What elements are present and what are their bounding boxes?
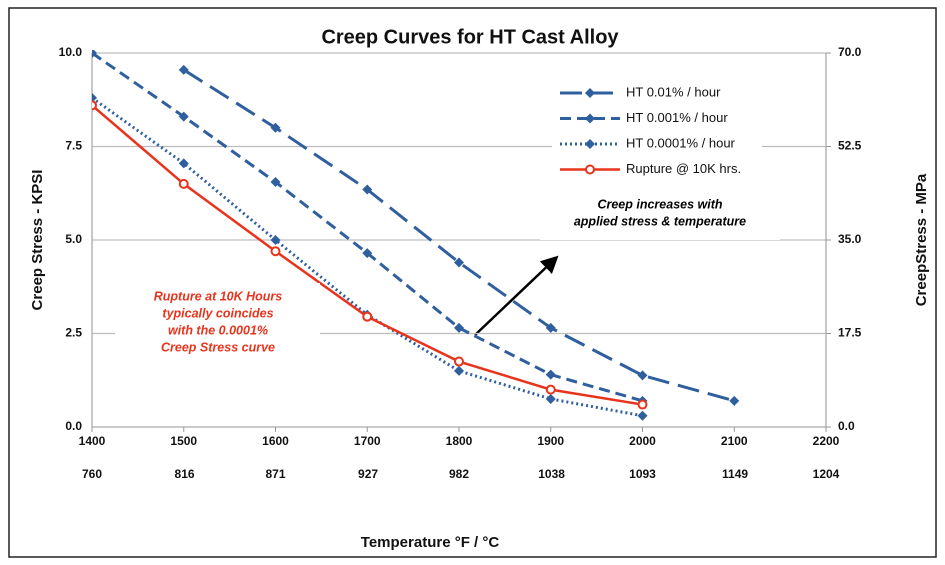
chart-title: Creep Curves for HT Cast Alloy (321, 26, 619, 48)
marker (545, 384, 556, 395)
marker (92, 92, 97, 103)
marker (270, 235, 281, 245)
legend-label: HT 0.01% / hour (626, 84, 721, 99)
marker (545, 393, 556, 404)
y2-tick-label: 35.0 (838, 232, 862, 246)
marker (92, 100, 97, 111)
marker (637, 399, 648, 410)
annotation-text: Rupture at 10K Hours (154, 289, 283, 303)
marker (637, 410, 648, 421)
marker (585, 139, 595, 149)
x-tick-label: 2200 (813, 434, 840, 448)
trend-arrow (474, 255, 559, 336)
y2-axis-label: CreepStress - MPa (913, 173, 930, 306)
x2-tick-label: 1038 (538, 467, 565, 481)
x-tick-label: 1400 (79, 434, 106, 448)
x-tick-label: 2100 (721, 434, 748, 448)
annotation-text: applied stress & temperature (574, 214, 746, 228)
marker (454, 322, 464, 333)
x-axis-label: Temperature °F / °C (361, 534, 500, 551)
x2-tick-label: 871 (265, 467, 285, 481)
y-tick-label: 0.0 (65, 419, 82, 433)
marker (637, 370, 648, 381)
y-tick-label: 7.5 (65, 139, 82, 153)
annotation-text: typically coincides (162, 306, 273, 320)
y2-tick-label: 17.5 (838, 326, 862, 340)
marker (92, 50, 97, 58)
marker (585, 164, 595, 175)
y-axis-label: Creep Stress - KPSI (29, 170, 46, 311)
marker (270, 122, 281, 133)
x2-tick-label: 1093 (629, 467, 656, 481)
annotation-text: Creep Stress curve (161, 340, 275, 354)
marker (545, 369, 556, 380)
legend-label: HT 0.001% / hour (626, 110, 728, 125)
y2-tick-label: 52.5 (838, 139, 862, 153)
y-tick-label: 5.0 (65, 232, 82, 246)
x2-tick-label: 927 (358, 467, 378, 481)
x-tick-label: 1700 (354, 434, 381, 448)
marker (454, 257, 464, 268)
marker (454, 356, 464, 367)
annotation-background (115, 283, 320, 367)
x-tick-label: 1800 (446, 434, 473, 448)
y-tick-label: 10.0 (59, 45, 83, 59)
plot-area (92, 50, 740, 421)
y2-tick-label: 70.0 (838, 45, 862, 59)
x-tick-label: 2000 (629, 434, 656, 448)
marker (454, 365, 464, 376)
y2-tick-label: 0.0 (838, 419, 855, 433)
frame (8, 7, 937, 558)
annotation-text: with the 0.0001% (168, 323, 268, 337)
marker (270, 177, 281, 188)
x2-tick-label: 982 (449, 467, 469, 481)
annotation-text: Creep increases with (597, 197, 722, 211)
y-tick-label: 2.5 (65, 326, 82, 340)
marker (362, 184, 373, 195)
marker (585, 113, 595, 124)
x-tick-label: 1500 (170, 434, 197, 448)
marker (729, 395, 740, 406)
x2-tick-label: 760 (82, 467, 102, 481)
marker (585, 88, 595, 98)
marker (178, 178, 189, 189)
marker (178, 158, 189, 169)
x-tick-label: 1600 (262, 434, 289, 448)
x-tick-label: 1900 (537, 434, 564, 448)
x2-tick-label: 1149 (722, 467, 748, 481)
x2-tick-label: 1204 (813, 467, 840, 481)
marker (362, 311, 373, 322)
marker (178, 64, 189, 75)
marker (270, 246, 281, 257)
annotation-background (540, 192, 780, 240)
legend-label: HT 0.0001% / hour (626, 135, 736, 150)
x2-tick-label: 816 (175, 467, 195, 481)
marker (545, 322, 556, 333)
marker (362, 248, 373, 259)
legend-label: Rupture @ 10K hrs. (626, 161, 741, 176)
marker (178, 111, 189, 122)
